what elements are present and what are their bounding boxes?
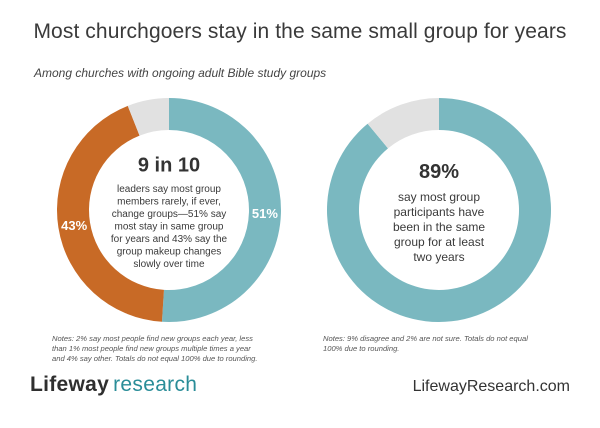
left-chart-notes: Notes: 2% say most people find new group…	[52, 334, 292, 364]
center-text-line: leaders say most group	[117, 184, 221, 195]
logo-word-research: research	[113, 373, 198, 396]
center-text-line: slowly over time	[133, 259, 205, 270]
note-line: Notes: 9% disagree and 2% are not sure. …	[323, 334, 528, 343]
donut-slice	[161, 98, 281, 322]
lifeway-research-logo: Lifeway research	[30, 373, 197, 397]
center-text-line: change groups—51% say	[112, 209, 227, 220]
website-link[interactable]: LifewayResearch.com	[412, 378, 570, 395]
chart-title: Most churchgoers stay in the same small …	[33, 20, 567, 43]
center-text-line: two years	[413, 250, 464, 264]
slice-label: 51%	[252, 206, 278, 221]
center-text-line: group for at least	[394, 235, 485, 249]
center-text-line: participants have	[394, 205, 485, 219]
center-text-line: been in the same	[393, 220, 485, 234]
center-text-line: say most group	[398, 190, 480, 204]
note-line: 100% due to rounding.	[323, 344, 400, 353]
left-donut-chart: 51% 43% 9 in 10 leaders say most groupmembe…	[57, 98, 281, 322]
donut-slice	[127, 98, 169, 136]
chart-subtitle: Among churches with ongoing adult Bible …	[34, 66, 327, 80]
center-text-line: for years and 43% say the	[111, 234, 228, 245]
slice-label: 43%	[61, 218, 87, 233]
right-chart-notes: Notes: 9% disagree and 2% are not sure. …	[323, 334, 573, 354]
note-line: Notes: 2% say most people find new group…	[52, 334, 253, 343]
donut-slice	[57, 105, 164, 322]
donut-slice	[367, 98, 439, 149]
note-line: than 1% most people find new groups mult…	[52, 344, 251, 353]
center-text-line: members rarely, if ever,	[117, 196, 221, 207]
center-text-line: most stay in same group	[115, 221, 224, 232]
note-line: and 4% say other. Totals do not equal 10…	[52, 354, 258, 363]
center-headline: 9 in 10	[138, 154, 200, 176]
center-headline: 89%	[419, 161, 459, 183]
logo-word-lifeway: Lifeway	[30, 373, 110, 396]
center-text-line: group makeup changes	[117, 246, 222, 257]
